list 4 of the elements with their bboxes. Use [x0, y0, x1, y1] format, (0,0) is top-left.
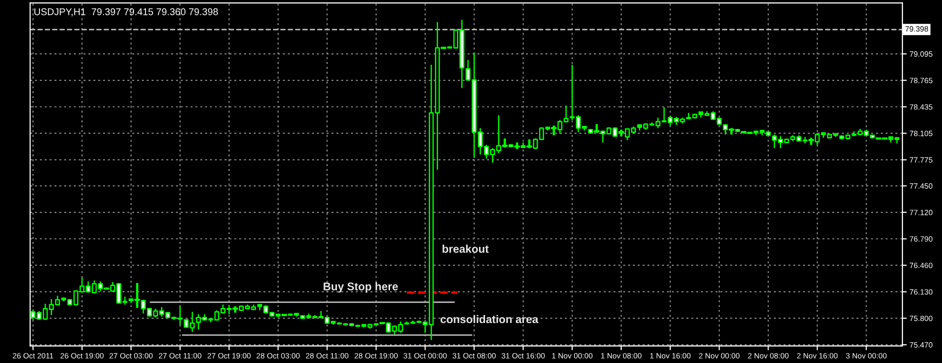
chart-title: USDJPY,H1 79.397 79.415 79.360 79.398 — [34, 8, 218, 16]
annotation: breakout — [442, 244, 489, 253]
ref-line-label: Buy Stop here — [324, 282, 398, 293]
annotation: consolidation area — [440, 315, 538, 324]
